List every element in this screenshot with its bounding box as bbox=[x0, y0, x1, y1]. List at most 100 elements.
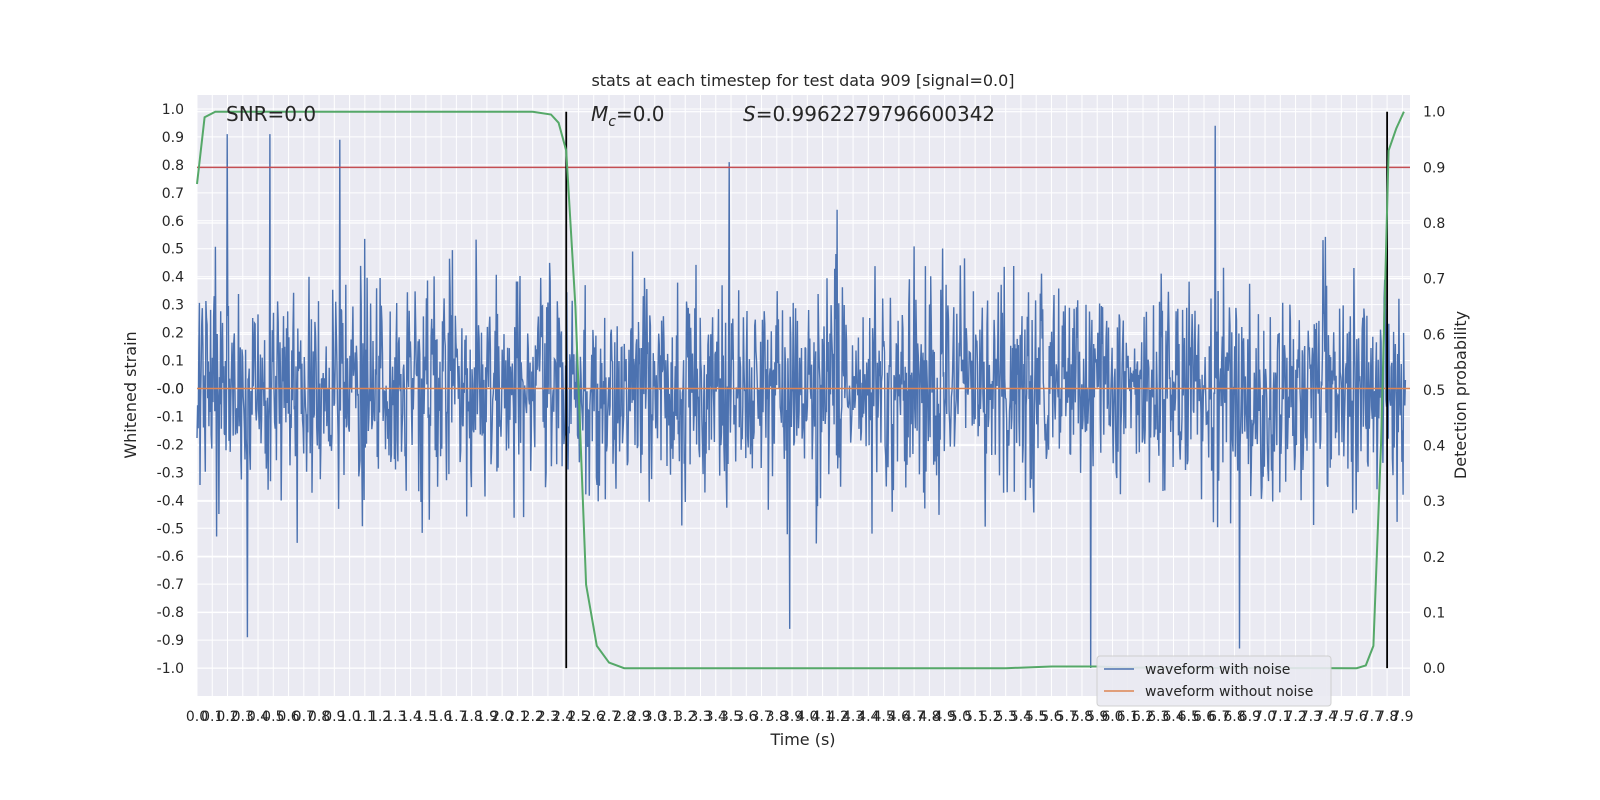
x-tick-label: 3.8 bbox=[766, 709, 788, 725]
x-tick-label: 4.6 bbox=[888, 709, 910, 725]
y-tick-label: -0.0 bbox=[157, 382, 184, 398]
x-tick-label: 1.4 bbox=[399, 709, 421, 725]
y2-tick-labels: 1.0 0.9 0.8 0.7 0.6 0.5 0.4 0.3 0.2 0.1 0.0 bbox=[1423, 105, 1445, 677]
y2-tick-label: 0.9 bbox=[1423, 160, 1445, 176]
x-tick-label: 5.2 bbox=[979, 709, 1001, 725]
x-tick-label: 3.3 bbox=[689, 709, 711, 725]
y2-tick-label: 0.1 bbox=[1423, 606, 1445, 622]
x-tick-label: 6.0 bbox=[1101, 709, 1123, 725]
x-tick-label: 5.9 bbox=[1086, 709, 1108, 725]
x-tick-label: 5.4 bbox=[1010, 709, 1032, 725]
x-tick-label: 0.3 bbox=[232, 709, 254, 725]
x-tick-label: 0.1 bbox=[201, 709, 223, 725]
y-tick-label: 0.3 bbox=[162, 298, 184, 314]
x-tick-label: 1.7 bbox=[445, 709, 467, 725]
x-tick-label: 3.2 bbox=[674, 709, 696, 725]
x-tick-labels: 0.00.10.20.30.40.50.60.70.80.91.01.11.21… bbox=[186, 709, 1414, 725]
y2-tick-label: 0.4 bbox=[1423, 439, 1445, 455]
y-tick-label: 0.0 bbox=[162, 382, 184, 398]
x-tick-label: 0.9 bbox=[323, 709, 345, 725]
x-tick-label: 7.7 bbox=[1361, 709, 1383, 725]
chart-title: stats at each timestep for test data 909… bbox=[591, 71, 1014, 90]
x-tick-label: 7.1 bbox=[1269, 709, 1291, 725]
x-tick-label: 2.3 bbox=[537, 709, 559, 725]
detection-probability-line bbox=[196, 110, 1405, 670]
y-tick-label: -0.2 bbox=[157, 437, 184, 453]
x-tick-label: 7.5 bbox=[1330, 709, 1352, 725]
x-tick-label: 6.1 bbox=[1117, 709, 1139, 725]
legend-label-noisy: waveform with noise bbox=[1145, 662, 1290, 678]
y-tick-label: -0.8 bbox=[157, 605, 184, 621]
x-tick-label: 2.8 bbox=[613, 709, 635, 725]
x-tick-label: 4.2 bbox=[827, 709, 849, 725]
y-tick-label: -0.9 bbox=[157, 633, 184, 649]
x-tick-label: 7.6 bbox=[1345, 709, 1367, 725]
noisy-waveform-line bbox=[196, 125, 1407, 669]
x-tick-label: 1.3 bbox=[384, 709, 406, 725]
y2-tick-label: 0.0 bbox=[1423, 661, 1445, 677]
y-tick-label: 0.5 bbox=[162, 242, 184, 258]
plot-background bbox=[197, 95, 1410, 696]
noisy-waveform bbox=[196, 125, 1407, 669]
x-tick-label: 4.3 bbox=[842, 709, 864, 725]
x-tick-label: 2.5 bbox=[567, 709, 589, 725]
x-tick-label: 4.9 bbox=[934, 709, 956, 725]
x-tick-label: 3.6 bbox=[735, 709, 757, 725]
y-tick-labels: 1.0 0.9 0.8 0.7 0.6 0.5 0.4 0.3 0.2 0.1 0.0-0.0 -0.… bbox=[157, 102, 184, 677]
x-tick-label: 5.0 bbox=[949, 709, 971, 725]
x-tick-label: 5.6 bbox=[1040, 709, 1062, 725]
x-tick-label: 0.5 bbox=[262, 709, 284, 725]
x-tick-label: 5.8 bbox=[1071, 709, 1093, 725]
x-tick-label: 0.4 bbox=[247, 709, 269, 725]
y-tick-label: 1.0 bbox=[162, 102, 184, 118]
y-tick-label: 0.1 bbox=[162, 354, 184, 370]
y-tick-label: -0.4 bbox=[157, 493, 184, 509]
x-tick-label: 5.3 bbox=[995, 709, 1017, 725]
x-tick-label: 0.6 bbox=[277, 709, 299, 725]
x-tick-label: 2.2 bbox=[522, 709, 544, 725]
x-tick-label: 7.9 bbox=[1391, 709, 1413, 725]
x-tick-label: 2.0 bbox=[491, 709, 513, 725]
snr-annotation: SNR=0.0 bbox=[226, 102, 316, 126]
y-tick-label: -0.6 bbox=[157, 549, 184, 565]
y2-tick-label: 0.7 bbox=[1423, 272, 1445, 288]
y-tick-label: -0.3 bbox=[157, 465, 184, 481]
x-tick-label: 1.5 bbox=[415, 709, 437, 725]
x-tick-label: 3.4 bbox=[705, 709, 727, 725]
legend-label-clean: waveform without noise bbox=[1145, 684, 1313, 700]
legend: waveform with noise waveform without noi… bbox=[1096, 655, 1332, 707]
y-tick-label: -1.0 bbox=[157, 661, 184, 677]
x-tick-label: 2.9 bbox=[628, 709, 650, 725]
x-tick-label: 1.9 bbox=[476, 709, 498, 725]
y2-tick-label: 0.8 bbox=[1423, 216, 1445, 232]
x-tick-label: 4.5 bbox=[872, 709, 894, 725]
y-tick-label: 0.2 bbox=[162, 326, 184, 342]
x-tick-label: 1.8 bbox=[461, 709, 483, 725]
x-tick-label: 0.8 bbox=[308, 709, 330, 725]
x-tick-label: 6.2 bbox=[1132, 709, 1154, 725]
x-tick-label: 3.7 bbox=[750, 709, 772, 725]
y-tick-label: 0.6 bbox=[162, 214, 184, 230]
x-tick-label: 7.8 bbox=[1376, 709, 1398, 725]
y-tick-label: 0.8 bbox=[162, 158, 184, 174]
x-tick-label: 2.7 bbox=[598, 709, 620, 725]
x-tick-label: 4.7 bbox=[903, 709, 925, 725]
x-tick-label: 6.4 bbox=[1162, 709, 1184, 725]
x-tick-label: 1.2 bbox=[369, 709, 391, 725]
y-tick-label: -0.7 bbox=[157, 577, 184, 593]
x-tick-label: 0.0 bbox=[186, 709, 208, 725]
y2-tick-label: 0.5 bbox=[1423, 383, 1445, 399]
x-tick-label: 7.3 bbox=[1300, 709, 1322, 725]
x-tick-label: 6.9 bbox=[1239, 709, 1261, 725]
x-tick-label: 4.0 bbox=[796, 709, 818, 725]
legend-box bbox=[1096, 655, 1332, 707]
x-tick-label: 2.1 bbox=[506, 709, 528, 725]
y-tick-label: -0.5 bbox=[157, 521, 184, 537]
x-tick-label: 5.5 bbox=[1025, 709, 1047, 725]
x-tick-label: 3.0 bbox=[644, 709, 666, 725]
y2-axis-label: Detection probability bbox=[1451, 311, 1470, 479]
x-tick-label: 6.6 bbox=[1193, 709, 1215, 725]
chirp-mass-annotation: Mc=0.0 bbox=[591, 102, 665, 130]
x-tick-label: 5.1 bbox=[964, 709, 986, 725]
